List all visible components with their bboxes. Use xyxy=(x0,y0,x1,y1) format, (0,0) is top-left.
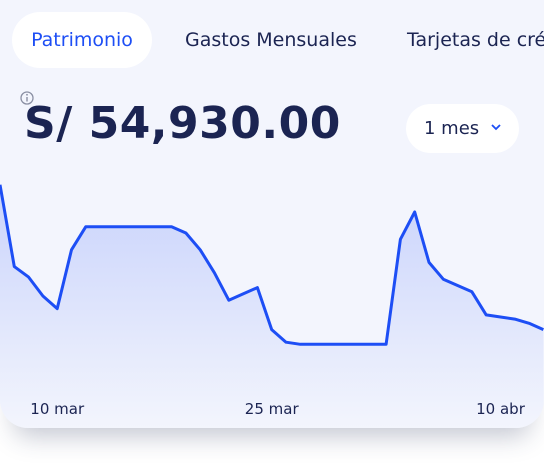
tab[interactable]: Patrimonio xyxy=(12,12,152,68)
chevron xyxy=(491,124,501,131)
line xyxy=(0,184,544,346)
card: 10 mar 25 mar 10 abr Patrimonio Gastos Men… xyxy=(0,0,544,428)
period-selector[interactable]: 1 mes xyxy=(406,104,519,153)
info-icon[interactable] xyxy=(19,90,35,106)
x-tick-label: 25 mar xyxy=(245,400,300,418)
period-label: 1 mes xyxy=(424,118,480,139)
x-tick-label: 10 abr xyxy=(476,400,526,418)
area-fill xyxy=(0,184,544,428)
balance: S/ 54,930.00 xyxy=(24,98,341,149)
tab[interactable]: Tarjetas de crédito xyxy=(407,29,544,51)
tab[interactable]: Gastos Mensuales xyxy=(185,29,357,51)
x-tick-label: 10 mar xyxy=(30,400,85,418)
chart: 10 mar 25 mar 10 abr xyxy=(0,184,544,428)
